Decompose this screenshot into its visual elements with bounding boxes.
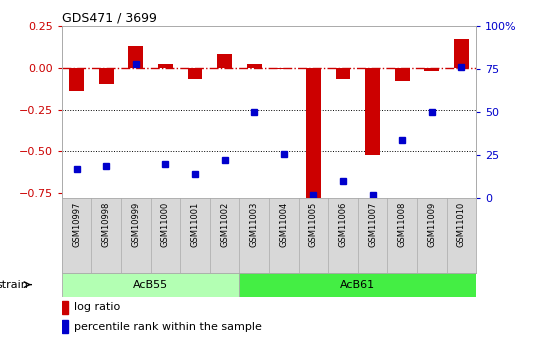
Text: GSM11008: GSM11008 xyxy=(398,201,407,247)
Text: GSM10998: GSM10998 xyxy=(102,201,111,247)
Bar xyxy=(306,68,321,198)
Text: GSM11006: GSM11006 xyxy=(338,201,348,247)
Bar xyxy=(129,46,143,68)
Text: GSM11004: GSM11004 xyxy=(279,201,288,247)
Bar xyxy=(99,68,114,85)
Bar xyxy=(277,68,291,69)
Text: GSM11010: GSM11010 xyxy=(457,201,466,247)
Text: GSM10997: GSM10997 xyxy=(72,201,81,247)
Bar xyxy=(365,68,380,155)
Text: GSM11001: GSM11001 xyxy=(190,201,200,247)
Text: GSM10999: GSM10999 xyxy=(131,201,140,247)
Text: AcB55: AcB55 xyxy=(133,280,168,289)
Bar xyxy=(62,320,68,333)
Bar xyxy=(62,273,239,297)
Bar xyxy=(62,301,68,314)
Bar xyxy=(424,68,439,71)
Bar xyxy=(69,68,84,91)
Text: strain: strain xyxy=(0,280,28,289)
Bar xyxy=(454,39,469,68)
Text: GSM11003: GSM11003 xyxy=(250,201,259,247)
Text: GSM11002: GSM11002 xyxy=(220,201,229,247)
Bar xyxy=(188,68,202,79)
Text: GSM11007: GSM11007 xyxy=(368,201,377,247)
Text: GSM11009: GSM11009 xyxy=(427,201,436,247)
Text: GDS471 / 3699: GDS471 / 3699 xyxy=(62,12,157,25)
Text: GSM11005: GSM11005 xyxy=(309,201,318,247)
Text: percentile rank within the sample: percentile rank within the sample xyxy=(74,322,262,332)
Text: log ratio: log ratio xyxy=(74,303,121,313)
Text: GSM11000: GSM11000 xyxy=(161,201,170,247)
Bar xyxy=(158,65,173,68)
Bar xyxy=(395,68,409,81)
Bar xyxy=(239,273,476,297)
Bar xyxy=(336,68,350,79)
Text: AcB61: AcB61 xyxy=(340,280,376,289)
Bar xyxy=(247,65,261,68)
Bar xyxy=(217,55,232,68)
